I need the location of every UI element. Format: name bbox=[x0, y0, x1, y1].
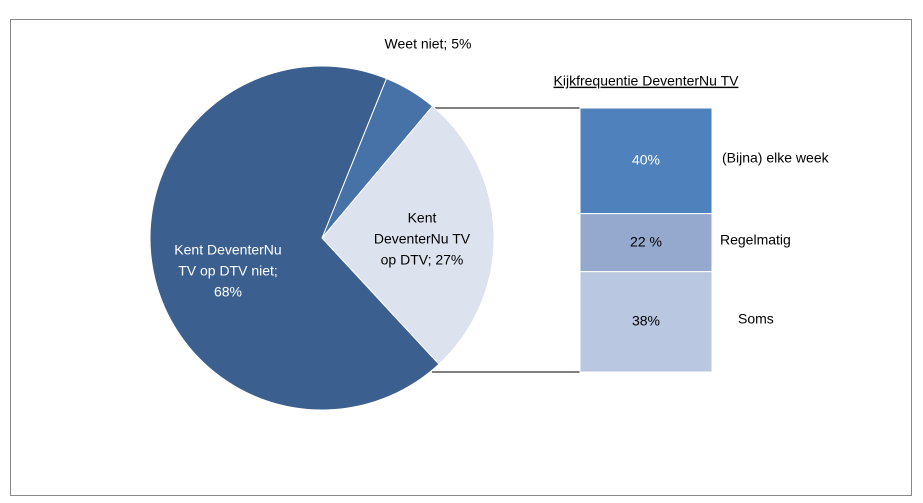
bar-segment bbox=[579, 271, 713, 373]
bar-segment bbox=[579, 213, 713, 273]
pie-slice bbox=[321, 105, 495, 365]
bar-value-label: 38% bbox=[632, 313, 660, 329]
slice-label: 68% bbox=[214, 284, 242, 300]
pie-slice bbox=[149, 65, 440, 411]
bar-value-label: 40% bbox=[632, 152, 660, 168]
bar-category-label: Soms bbox=[738, 311, 774, 327]
bar-title: Kijkfrequentie DeventerNu TV bbox=[554, 73, 740, 89]
slice-label: DeventerNu TV bbox=[374, 231, 471, 247]
bar-category-label: (Bijna) elke week bbox=[722, 150, 830, 166]
slice-label: Weet niet; 5% bbox=[385, 36, 472, 52]
slice-label: op DTV; 27% bbox=[381, 252, 464, 268]
slice-label: TV op DTV niet; bbox=[178, 263, 278, 279]
bar-segment bbox=[579, 107, 713, 215]
slice-label: Kent bbox=[408, 210, 437, 226]
bar-category-label: Regelmatig bbox=[720, 231, 791, 247]
bar-value-label: 22 % bbox=[630, 233, 662, 249]
slice-label: Kent DeventerNu bbox=[174, 242, 281, 258]
